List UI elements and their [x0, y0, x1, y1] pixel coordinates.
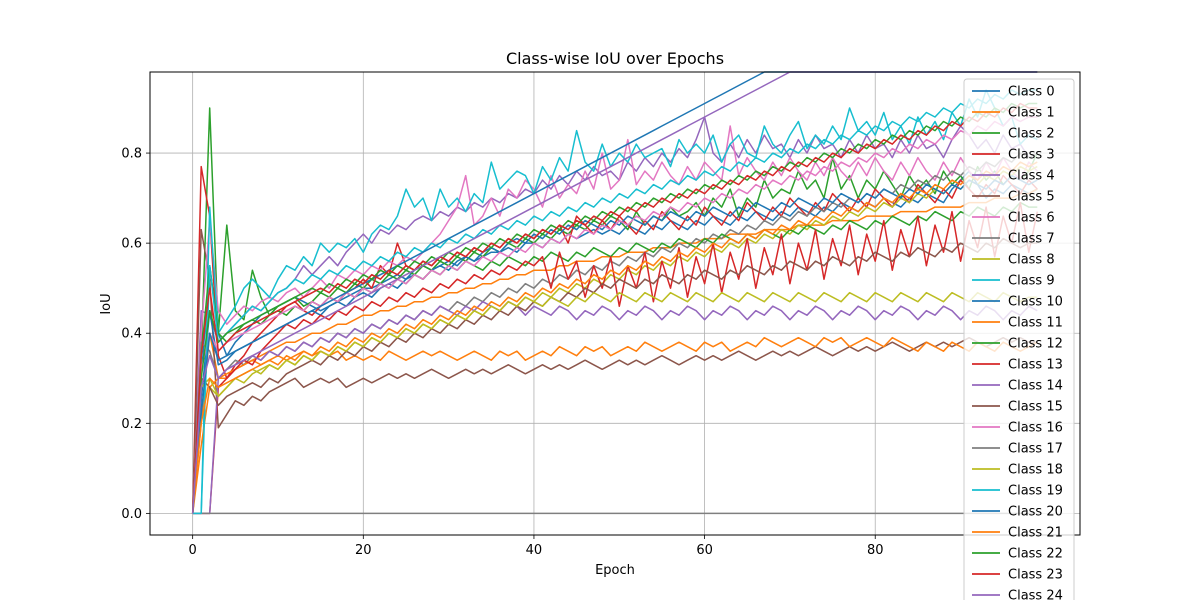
y-tick-label: 0.4 [121, 327, 142, 342]
legend: Class 0 Class 1 Class 2 Class 3 Class 4 Class… [963, 78, 1075, 600]
grid [150, 72, 1080, 535]
x-axis-ticks: 0 20 40 60 80 [189, 535, 884, 558]
legend-label: Class 10 [1008, 295, 1063, 310]
y-tick-label: 0.8 [121, 147, 142, 162]
legend-label: Class 17 [1008, 442, 1063, 457]
legend-label: Class 12 [1008, 337, 1063, 352]
series-line-13 [192, 201, 1039, 515]
legend-label: Class 7 [1008, 232, 1055, 247]
y-axis-ticks: 0.0 0.2 0.4 0.6 0.8 [121, 147, 150, 522]
plot-frame [149, 71, 1081, 536]
chart-title: Class-wise IoU over Epochs [506, 49, 724, 68]
legend-label: Class 19 [1008, 484, 1063, 499]
legend-label: Class 6 [1008, 211, 1055, 226]
legend-label: Class 2 [1008, 127, 1055, 142]
series-line-23 [191, 102, 1038, 514]
legend-label: Class 16 [1008, 421, 1063, 436]
y-axis-label: IoU [99, 293, 114, 314]
series-line-14 [192, 300, 1038, 515]
legend-label: Class 8 [1008, 253, 1055, 268]
legend-label: Class 9 [1008, 274, 1055, 289]
x-tick-label: 0 [189, 543, 197, 558]
legend-label: Class 5 [1008, 190, 1055, 205]
legend-label: Class 21 [1008, 526, 1063, 541]
series-line-9 [192, 89, 1038, 515]
series-line-10 [191, 174, 1038, 514]
series-lines [191, 71, 1039, 515]
y-tick-label: 0.6 [121, 237, 142, 252]
series-line-19 [192, 89, 1038, 515]
series-line-4 [191, 116, 1038, 514]
x-tick-label: 80 [867, 543, 884, 558]
series-line-6 [191, 125, 1038, 514]
legend-label: Class 18 [1008, 463, 1063, 478]
y-tick-label: 0.2 [121, 417, 142, 432]
x-tick-label: 40 [526, 543, 543, 558]
series-line-5 [191, 228, 1038, 514]
legend-label: Class 14 [1008, 379, 1063, 394]
series-line-21 [191, 161, 1038, 514]
legend-label: Class 24 [1008, 589, 1063, 600]
x-tick-label: 60 [696, 543, 713, 558]
series-line-2 [191, 107, 1038, 514]
legend-label: Class 1 [1008, 106, 1055, 121]
legend-label: Class 22 [1008, 547, 1063, 562]
series-line-22 [191, 102, 1038, 514]
legend-label: Class 3 [1008, 148, 1055, 163]
legend-label: Class 23 [1008, 568, 1063, 583]
legend-label: Class 13 [1008, 358, 1063, 373]
x-axis-label: Epoch [595, 563, 635, 578]
series-line-11 [191, 336, 1038, 514]
legend-label: Class 4 [1008, 169, 1055, 184]
legend-label: Class 15 [1008, 400, 1063, 415]
y-tick-label: 0.0 [121, 507, 142, 522]
series-line-15 [191, 237, 1038, 514]
x-tick-label: 20 [355, 543, 372, 558]
series-line-1 [191, 188, 1038, 514]
legend-label: Class 11 [1008, 316, 1063, 331]
legend-label: Class 0 [1008, 85, 1055, 100]
series-line-18 [191, 291, 1038, 514]
legend-label: Class 20 [1008, 505, 1063, 520]
